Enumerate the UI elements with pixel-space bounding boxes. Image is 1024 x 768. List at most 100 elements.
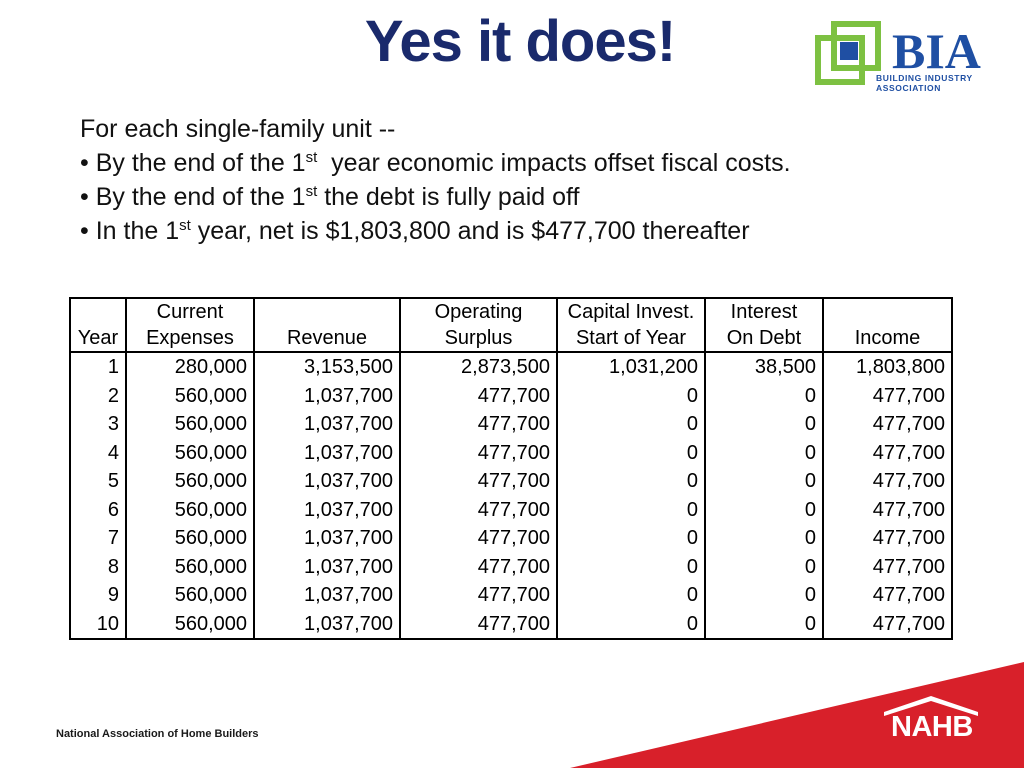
- cell-revenue: 3,153,500: [253, 352, 401, 382]
- cell-income: 1,803,800: [822, 352, 953, 382]
- cell-revenue: 1,037,700: [253, 438, 401, 467]
- table-row: 2 560,000 1,037,700 477,700 0 0 477,700: [69, 381, 953, 410]
- cell-year: 10: [69, 609, 127, 640]
- cell-revenue: 1,037,700: [253, 609, 401, 640]
- cell-interest-on-debt: 0: [704, 524, 824, 553]
- header-operating-surplus: Operating Surplus: [399, 297, 558, 353]
- logo-brand-text: BIA: [892, 23, 981, 79]
- cell-operating-surplus: 477,700: [399, 381, 558, 410]
- table-row: 3 560,000 1,037,700 477,700 0 0 477,700: [69, 410, 953, 439]
- header-capital-invest: Capital Invest. Start of Year: [556, 297, 706, 353]
- table-row: 5 560,000 1,037,700 477,700 0 0 477,700: [69, 467, 953, 496]
- cell-year: 5: [69, 467, 127, 496]
- cell-current-expenses: 560,000: [125, 438, 255, 467]
- cell-income: 477,700: [822, 410, 953, 439]
- cell-current-expenses: 560,000: [125, 524, 255, 553]
- cell-year: 6: [69, 495, 127, 524]
- cell-revenue: 1,037,700: [253, 410, 401, 439]
- cell-operating-surplus: 477,700: [399, 438, 558, 467]
- header-income: Income: [822, 297, 953, 353]
- cell-year: 1: [69, 352, 127, 382]
- logo-line1: BUILDING INDUSTRY: [876, 73, 973, 83]
- cell-interest-on-debt: 0: [704, 495, 824, 524]
- cell-income: 477,700: [822, 609, 953, 640]
- cell-income: 477,700: [822, 495, 953, 524]
- bia-logo: BIA BUILDING INDUSTRY ASSOCIATION: [815, 21, 981, 93]
- cell-income: 477,700: [822, 381, 953, 410]
- cell-income: 477,700: [822, 524, 953, 553]
- cell-operating-surplus: 477,700: [399, 552, 558, 581]
- cell-current-expenses: 560,000: [125, 410, 255, 439]
- intro-line: For each single-family unit --: [80, 115, 396, 143]
- cell-interest-on-debt: 0: [704, 467, 824, 496]
- cell-operating-surplus: 477,700: [399, 410, 558, 439]
- cell-current-expenses: 280,000: [125, 352, 255, 382]
- cell-interest-on-debt: 0: [704, 609, 824, 640]
- logo-line2: ASSOCIATION: [876, 83, 941, 93]
- cell-revenue: 1,037,700: [253, 381, 401, 410]
- cell-year: 7: [69, 524, 127, 553]
- cell-capital-invest: 0: [556, 524, 706, 553]
- cell-capital-invest: 0: [556, 581, 706, 610]
- bullet-list: For each single-family unit -- • By the …: [80, 112, 791, 248]
- cell-capital-invest: 0: [556, 495, 706, 524]
- logo-green-square-2: [831, 21, 881, 71]
- bullet-item: • In the 1st year, net is $1,803,800 and…: [80, 217, 750, 245]
- cell-current-expenses: 560,000: [125, 552, 255, 581]
- table-row: 1 280,000 3,153,500 2,873,500 1,031,200 38,50…: [69, 352, 953, 382]
- cell-current-expenses: 560,000: [125, 609, 255, 640]
- cell-revenue: 1,037,700: [253, 524, 401, 553]
- table-row: 10 560,000 1,037,700 477,700 0 0 477,700: [69, 609, 953, 640]
- table-row: 7 560,000 1,037,700 477,700 0 0 477,700: [69, 524, 953, 553]
- cell-year: 8: [69, 552, 127, 581]
- slide-title: Yes it does!: [364, 9, 676, 74]
- bullet-item: • By the end of the 1st the debt is full…: [80, 183, 580, 211]
- cell-interest-on-debt: 0: [704, 581, 824, 610]
- cell-year: 9: [69, 581, 127, 610]
- cell-capital-invest: 0: [556, 381, 706, 410]
- bullet-item: • By the end of the 1st year economic im…: [80, 149, 791, 177]
- cell-interest-on-debt: 0: [704, 552, 824, 581]
- table-header-row: Year Current Expenses Revenue Operating Su…: [69, 297, 953, 353]
- cell-current-expenses: 560,000: [125, 381, 255, 410]
- cell-capital-invest: 0: [556, 609, 706, 640]
- cell-current-expenses: 560,000: [125, 495, 255, 524]
- nahb-logo-text: NAHB: [891, 711, 973, 743]
- cell-income: 477,700: [822, 438, 953, 467]
- table-row: 6 560,000 1,037,700 477,700 0 0 477,700: [69, 495, 953, 524]
- fiscal-impact-table: Year Current Expenses Revenue Operating Su…: [69, 297, 953, 640]
- cell-revenue: 1,037,700: [253, 467, 401, 496]
- cell-operating-surplus: 477,700: [399, 524, 558, 553]
- header-revenue: Revenue: [253, 297, 401, 353]
- cell-year: 4: [69, 438, 127, 467]
- header-interest-on-debt: Interest On Debt: [704, 297, 824, 353]
- cell-operating-surplus: 477,700: [399, 581, 558, 610]
- cell-capital-invest: 0: [556, 410, 706, 439]
- logo-blue-square: [840, 42, 858, 60]
- cell-revenue: 1,037,700: [253, 552, 401, 581]
- cell-capital-invest: 0: [556, 552, 706, 581]
- cell-revenue: 1,037,700: [253, 581, 401, 610]
- cell-interest-on-debt: 0: [704, 381, 824, 410]
- cell-revenue: 1,037,700: [253, 495, 401, 524]
- cell-interest-on-debt: 38,500: [704, 352, 824, 382]
- header-current-expenses: Current Expenses: [125, 297, 255, 353]
- cell-operating-surplus: 2,873,500: [399, 352, 558, 382]
- cell-income: 477,700: [822, 581, 953, 610]
- cell-operating-surplus: 477,700: [399, 609, 558, 640]
- table-row: 4 560,000 1,037,700 477,700 0 0 477,700: [69, 438, 953, 467]
- footer-organization: National Association of Home Builders: [56, 728, 259, 740]
- cell-year: 3: [69, 410, 127, 439]
- table-row: 8 560,000 1,037,700 477,700 0 0 477,700: [69, 552, 953, 581]
- cell-interest-on-debt: 0: [704, 438, 824, 467]
- cell-current-expenses: 560,000: [125, 581, 255, 610]
- cell-current-expenses: 560,000: [125, 467, 255, 496]
- cell-operating-surplus: 477,700: [399, 467, 558, 496]
- cell-capital-invest: 0: [556, 438, 706, 467]
- cell-income: 477,700: [822, 467, 953, 496]
- cell-capital-invest: 1,031,200: [556, 352, 706, 382]
- table-row: 9 560,000 1,037,700 477,700 0 0 477,700: [69, 581, 953, 610]
- cell-capital-invest: 0: [556, 467, 706, 496]
- cell-year: 2: [69, 381, 127, 410]
- header-year: Year: [69, 297, 127, 353]
